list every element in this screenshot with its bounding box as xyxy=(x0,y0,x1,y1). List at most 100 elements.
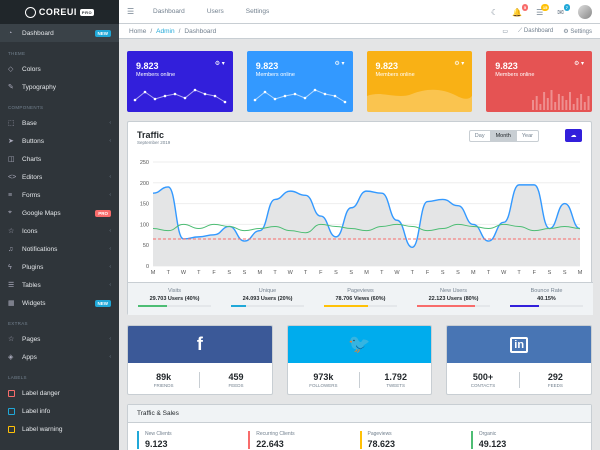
sidebar-item-notifications[interactable]: ♫ Notifications ‹ xyxy=(0,240,119,258)
brand-logo: COREUI PRO xyxy=(24,6,95,18)
settings-icon[interactable]: ⚙ ▾ xyxy=(573,61,584,67)
social-header: f xyxy=(128,326,272,363)
sparkline-bar xyxy=(569,92,572,110)
y-tick-label: 0 xyxy=(146,264,149,270)
sparkline-point xyxy=(193,88,197,92)
social-stat-value: 500+ xyxy=(472,371,494,382)
sparkline-point xyxy=(153,97,157,101)
social-stat: 500+ CONTACTS xyxy=(447,372,518,388)
sidebar-item-dashboard[interactable]: ◔ Dashboard NEW xyxy=(0,24,119,42)
chevron-left-icon: ‹ xyxy=(109,138,111,144)
bell-icon[interactable]: 🔔 5 xyxy=(512,3,529,17)
range-year[interactable]: Year xyxy=(521,133,533,139)
sales-item-value: 49.123 xyxy=(478,439,507,449)
breadcrumb: Home / Admin / Dashboard ▭ ⟋ Dashboard ⚙… xyxy=(119,24,600,39)
social-stats: 973k FOLLOWERS 1.792 TWEETS xyxy=(288,363,432,394)
x-tick-label: S xyxy=(243,270,247,276)
sales-item-value: 9.123 xyxy=(145,439,168,449)
series-2-line xyxy=(152,223,581,234)
map-icon: ⌖ xyxy=(8,209,12,216)
topnav-settings[interactable]: Settings xyxy=(245,8,270,15)
social-card: in 500+ CONTACTS 292 FEEDS xyxy=(446,325,593,395)
sidebar-badge: NEW xyxy=(94,29,111,37)
drop-icon: ◇ xyxy=(8,66,14,73)
sparkline-point xyxy=(183,96,187,100)
sparkline-bar xyxy=(550,90,553,110)
settings-icon[interactable]: ⚙ ▾ xyxy=(334,61,345,67)
traffic-footer: Visits 29.703 Users (40%) Unique 24.093 Use… xyxy=(128,282,593,315)
nav-section-components: COMPONENTS xyxy=(8,105,44,110)
x-tick-label: F xyxy=(212,270,216,276)
range-day[interactable]: Day xyxy=(470,131,491,141)
sidebar-item-base[interactable]: ⬚ Base ‹ xyxy=(0,114,119,132)
sparkline-point xyxy=(293,92,297,96)
sparkline-bar xyxy=(554,102,557,110)
moon-icon[interactable]: ☾ xyxy=(490,7,499,17)
topnav-users[interactable]: Users xyxy=(206,8,224,15)
graph-icon: ⟋ xyxy=(518,27,524,34)
sparkline-bar xyxy=(565,100,568,110)
sparkline-point xyxy=(263,90,267,94)
layers-icon: ◈ xyxy=(8,354,14,361)
social-stat-value: 292 xyxy=(547,371,563,382)
progress-bar xyxy=(231,305,304,307)
envelope-icon[interactable]: ✉ 7 xyxy=(557,3,570,17)
breadcrumb-current: Dashboard xyxy=(184,27,217,35)
stat-label: Members online xyxy=(495,72,535,78)
sidebar-item-buttons[interactable]: ➤ Buttons ‹ xyxy=(0,132,119,150)
list-icon[interactable]: ☰ 15 xyxy=(536,3,550,17)
traffic-stat-value: 22.123 Users (80%) xyxy=(428,296,479,302)
sidebar-item-google-maps[interactable]: ⌖ Google Maps PRO xyxy=(0,204,119,222)
avatar[interactable] xyxy=(578,5,592,19)
traffic-stat-label: New Users xyxy=(440,288,467,294)
sidebar-item-icons[interactable]: ☆ Icons ‹ xyxy=(0,222,119,240)
series-1-area xyxy=(153,184,580,266)
settings-icon[interactable]: ⚙ ▾ xyxy=(214,61,225,67)
breadcrumb-admin[interactable]: Admin xyxy=(156,27,175,35)
stat-label: Members online xyxy=(375,72,415,78)
progress-bar xyxy=(138,305,211,307)
label-dot-icon xyxy=(8,389,15,397)
traffic-subtitle: September 2019 xyxy=(137,140,171,145)
sales-card: Traffic & Sales New Clients 9.123 Recurrin… xyxy=(127,404,592,450)
sidebar-item-plugins[interactable]: ϟ Plugins ‹ xyxy=(0,258,119,276)
y-tick-label: 100 xyxy=(140,222,149,228)
sidebar-item-typography[interactable]: ✎ Typography xyxy=(0,78,119,96)
download-button[interactable]: ☁ xyxy=(565,129,582,142)
label-dot-icon xyxy=(8,425,15,433)
sidebar-item-editors[interactable]: <> Editors ‹ xyxy=(0,168,119,186)
sidebar-item-label-info[interactable]: Label info xyxy=(0,402,119,420)
sidebar-item-forms[interactable]: ≡ Forms ‹ xyxy=(0,186,119,204)
x-tick-label: S xyxy=(456,270,460,276)
settings-icon[interactable]: ⚙ ▾ xyxy=(454,61,465,67)
sidebar-item-colors[interactable]: ◇ Colors xyxy=(0,60,119,78)
sidebar-item-widgets[interactable]: ▦ Widgets NEW xyxy=(0,294,119,312)
sidebar-item-pages[interactable]: ☆ Pages ‹ xyxy=(0,330,119,348)
chevron-left-icon: ‹ xyxy=(109,192,111,198)
social-stat-value: 459 xyxy=(228,371,244,382)
sidebar-toggle-icon[interactable]: ☰ xyxy=(127,7,135,16)
topnav-dashboard[interactable]: Dashboard xyxy=(153,8,185,15)
sales-item-value: 78.623 xyxy=(367,439,396,449)
range-month[interactable]: Month xyxy=(490,131,517,141)
sidebar-item-apps[interactable]: ◈ Apps ‹ xyxy=(0,348,119,366)
sidebar-item-tables[interactable]: ☰ Tables ‹ xyxy=(0,276,119,294)
breadcrumb-home[interactable]: Home xyxy=(129,27,147,35)
sparkline-bar xyxy=(532,100,535,110)
stat-cards: 9.823 Members online ⚙ ▾ 9.823 Members onlin… xyxy=(127,51,592,112)
speech-icon[interactable]: ▭ xyxy=(502,28,509,35)
x-tick-label: T xyxy=(517,270,521,276)
social-stat-label: TWEETS xyxy=(386,382,406,388)
brand[interactable]: COREUI PRO xyxy=(0,0,119,24)
sidebar-item-charts[interactable]: ◫ Charts xyxy=(0,150,119,168)
sparkline-point xyxy=(333,94,337,98)
sidebar-item-label: Dashboard xyxy=(22,29,54,37)
sidebar-item-label-danger[interactable]: Label danger xyxy=(0,384,119,402)
breadcrumb-menu-settings[interactable]: ⚙ Settings xyxy=(563,28,592,35)
sidebar-item-label-warning[interactable]: Label warning xyxy=(0,420,119,438)
breadcrumb-sep: / xyxy=(150,27,153,35)
stat-card: 9.823 Members online ⚙ ▾ xyxy=(127,51,233,112)
sparkline-point xyxy=(173,92,177,96)
breadcrumb-menu-dashboard[interactable]: ⟋ Dashboard xyxy=(518,28,553,35)
stat-card: 9.823 Members online ⚙ ▾ xyxy=(486,51,592,112)
